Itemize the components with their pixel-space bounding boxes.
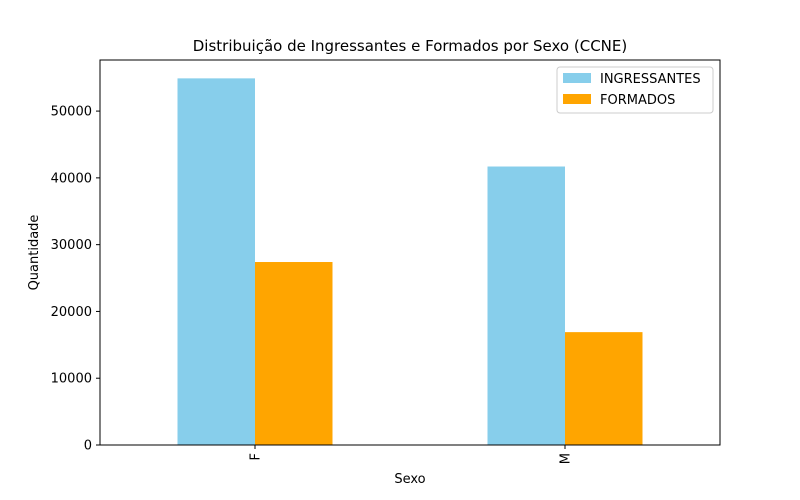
legend-frame — [556, 66, 714, 114]
bar-ingressantes-f — [177, 78, 255, 445]
y-tick-label: 30000 — [51, 238, 92, 253]
x-tick-label: M — [559, 453, 574, 464]
legend-label-ingressantes: INGRESSANTES — [600, 72, 701, 87]
bar-formados-m — [565, 332, 643, 445]
bar-ingressantes-m — [487, 166, 565, 446]
legend-label-formados: FORMADOS — [600, 93, 675, 108]
x-tick-label: F — [249, 453, 264, 460]
bars-group — [177, 78, 643, 446]
y-tick-label: 20000 — [51, 305, 92, 320]
x-axis-label: Sexo — [394, 472, 425, 487]
plot-frame — [99, 59, 721, 446]
y-tick-label: 40000 — [51, 171, 92, 186]
y-axis-ticks: 0 10000 20000 30000 40000 50000 — [51, 105, 100, 454]
y-tick-label: 0 — [84, 439, 92, 454]
legend: INGRESSANTES FORMADOS — [556, 66, 714, 114]
legend-swatch-formados — [563, 94, 591, 104]
legend-swatch-ingressantes — [563, 73, 591, 83]
bar-formados-f — [255, 262, 333, 445]
y-tick-label: 10000 — [51, 372, 92, 387]
y-tick-label: 50000 — [51, 105, 92, 120]
y-axis-label: Quantidade — [27, 215, 42, 291]
chart-title: Distribuição de Ingressantes e Formados … — [193, 37, 627, 55]
